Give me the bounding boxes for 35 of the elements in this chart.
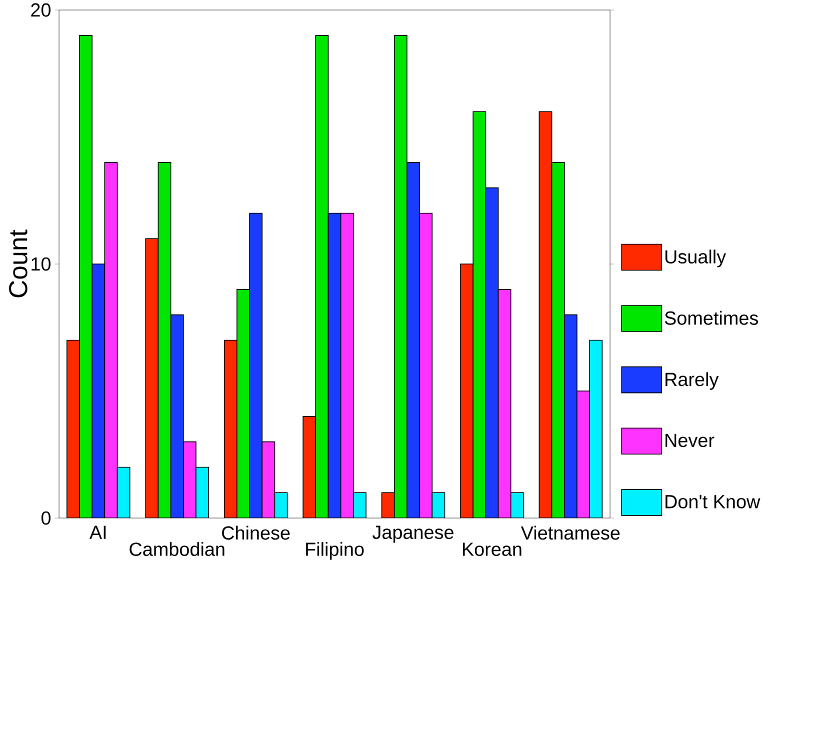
y-axis-title: Count: [9, 229, 28, 298]
y-tick-label: 0: [41, 511, 51, 524]
bar: [196, 466, 209, 518]
bar: [145, 238, 159, 518]
x-tick-label: Chinese: [222, 526, 290, 540]
bar: [381, 492, 395, 518]
bar: [116, 466, 130, 518]
bar: [460, 263, 474, 518]
bar: [66, 340, 80, 518]
x-tick-label: Japanese: [372, 526, 454, 543]
y-tick-label: 10: [32, 257, 51, 270]
legend-label: Usually: [665, 249, 726, 268]
bar: [538, 110, 552, 518]
bar: [406, 162, 420, 518]
legend-label: Rarely: [666, 372, 719, 390]
bar: [274, 492, 288, 518]
bar: [302, 416, 316, 518]
x-tick-label: Korean: [462, 542, 522, 556]
legend-label: Don't Know: [666, 494, 760, 508]
bar: [249, 212, 263, 518]
bar: [92, 263, 106, 518]
x-tick-label: Vietnamese: [520, 526, 620, 540]
x-tick-label: Filipino: [306, 542, 364, 560]
bar: [589, 340, 603, 518]
bar: [485, 187, 499, 518]
legend-label: Never: [666, 434, 714, 447]
bar: [564, 314, 578, 518]
bar: [432, 492, 446, 518]
legend-label: Sometimes: [664, 310, 758, 325]
bar: [170, 314, 184, 518]
bar: [224, 340, 238, 518]
y-tick-label: 20: [31, 3, 51, 16]
x-tick-label: AI: [89, 526, 106, 539]
x-tick-label: Cambodian: [130, 542, 224, 556]
bar: [328, 212, 342, 518]
